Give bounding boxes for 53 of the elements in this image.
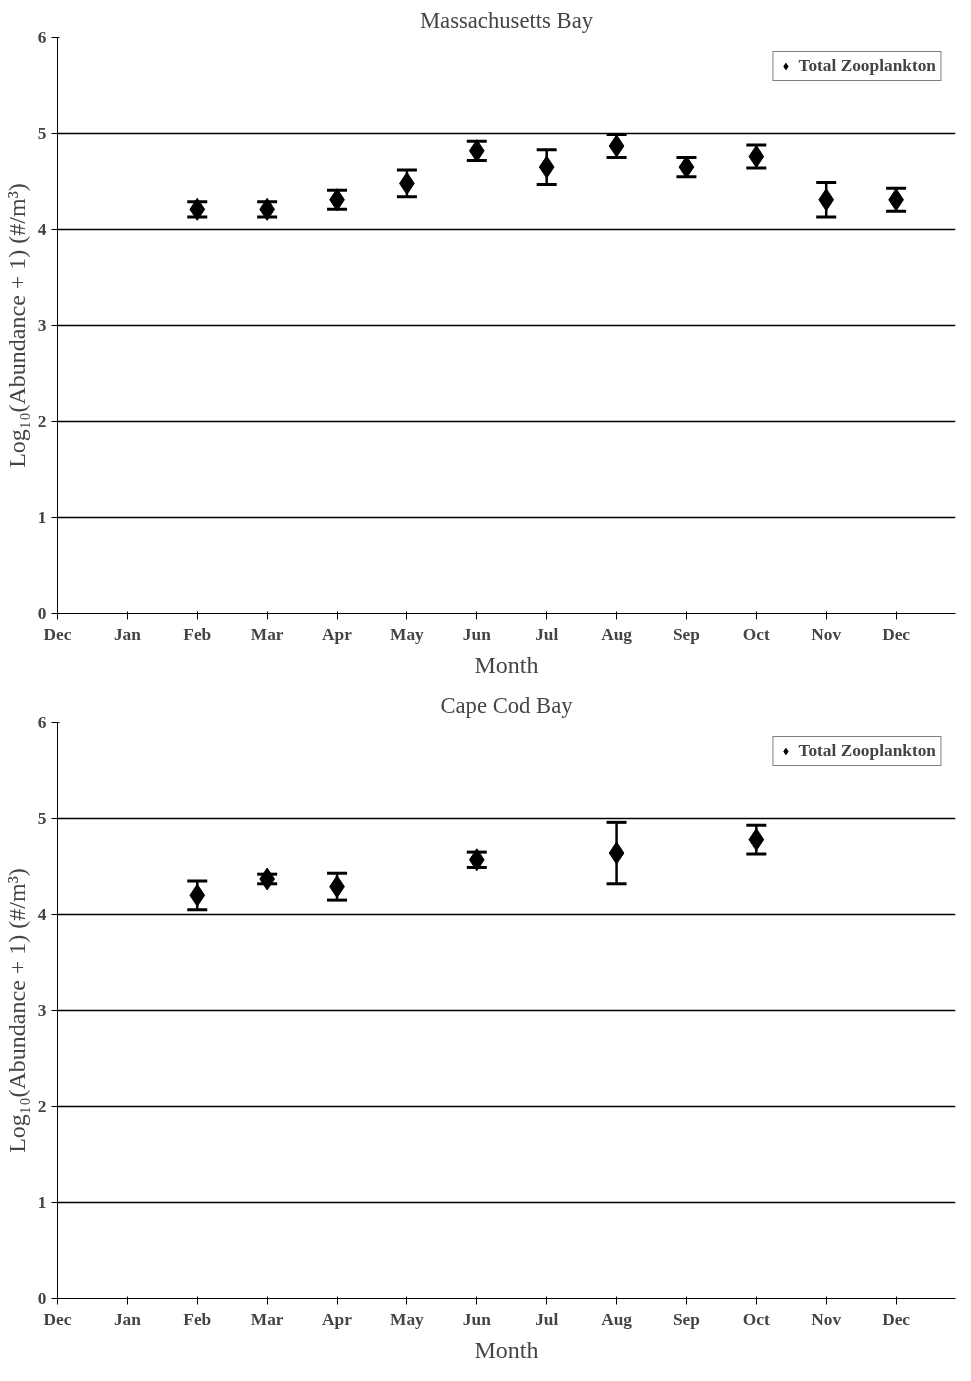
x-tick-label: Jun xyxy=(462,624,492,644)
x-tick-label: Feb xyxy=(183,1309,212,1329)
y-tick-label: 1 xyxy=(37,508,47,527)
x-tick-label: Mar xyxy=(250,624,284,644)
legend-label: Total Zooplankton xyxy=(798,56,936,76)
y-tick-label: 5 xyxy=(37,124,47,143)
x-tick-label: Jul xyxy=(535,1309,559,1329)
chart-title: Massachusetts Bay xyxy=(419,7,594,33)
x-tick-label: Sep xyxy=(672,624,700,644)
x-tick-label: Dec xyxy=(882,624,911,644)
point xyxy=(748,828,765,852)
legend-label: Total Zooplankton xyxy=(798,741,936,761)
y-tick-label: 4 xyxy=(37,905,47,924)
point xyxy=(608,841,625,865)
y-tick-label: 6 xyxy=(37,713,47,732)
x-tick-label: Oct xyxy=(742,624,771,644)
x-tick-label: Aug xyxy=(601,1309,633,1329)
y-axis-title: Log₁₀(Abundance + 1) (#/m³) xyxy=(3,183,30,468)
point xyxy=(189,883,206,907)
x-tick-label: Nov xyxy=(811,624,842,644)
x-tick-label: Dec xyxy=(43,624,72,644)
x-tick-label: Dec xyxy=(882,1309,911,1329)
x-tick-label: Jan xyxy=(113,1309,142,1329)
x-tick-label: Jun xyxy=(462,1309,492,1329)
x-tick-label: Apr xyxy=(322,624,353,644)
x-tick-label: Nov xyxy=(811,1309,842,1329)
y-tick-label: 1 xyxy=(37,1193,47,1212)
x-tick-label: Feb xyxy=(183,624,212,644)
y-tick-label: 6 xyxy=(37,28,47,47)
y-tick-label: 0 xyxy=(37,1289,47,1308)
x-tick-label: May xyxy=(390,1309,425,1329)
y-tick-label: 2 xyxy=(37,412,47,431)
x-tick-label: Jan xyxy=(113,624,142,644)
y-tick-label: 3 xyxy=(37,316,47,335)
x-tick-label: Aug xyxy=(601,624,633,644)
x-tick-label: Apr xyxy=(322,1309,353,1329)
point xyxy=(818,188,835,212)
x-tick-label: May xyxy=(390,624,425,644)
y-tick-label: 2 xyxy=(37,1097,47,1116)
x-tick-label: Oct xyxy=(742,1309,771,1329)
y-axis-title: Log₁₀(Abundance + 1) (#/m³) xyxy=(3,868,30,1153)
y-tick-label: 0 xyxy=(37,604,47,623)
x-tick-label: Mar xyxy=(250,1309,284,1329)
chart-title: Cape Cod Bay xyxy=(440,692,574,718)
x-tick-label: Dec xyxy=(43,1309,72,1329)
y-tick-label: 3 xyxy=(37,1001,47,1020)
x-axis-title: Month xyxy=(474,1336,539,1363)
point xyxy=(538,155,555,179)
y-tick-label: 4 xyxy=(37,220,47,239)
x-tick-label: Sep xyxy=(672,1309,700,1329)
x-axis-title: Month xyxy=(474,651,539,678)
x-tick-label: Jul xyxy=(535,624,559,644)
y-tick-label: 5 xyxy=(37,809,47,828)
